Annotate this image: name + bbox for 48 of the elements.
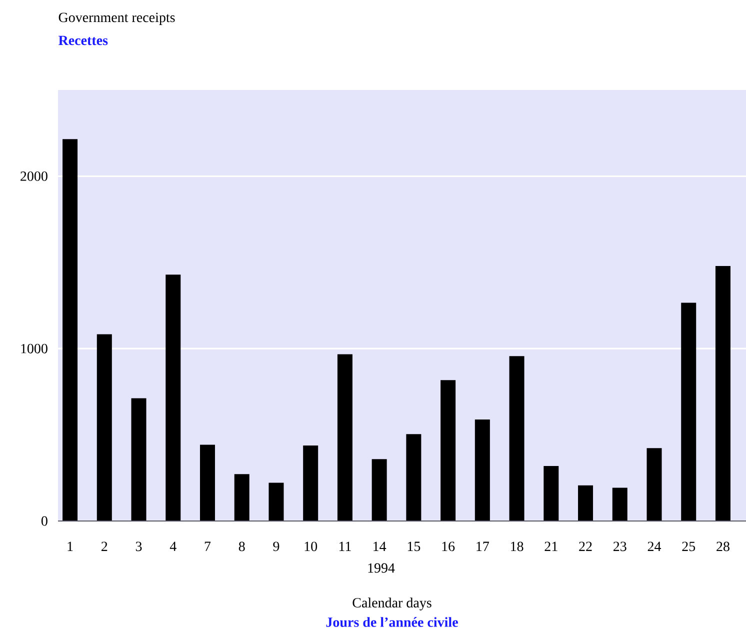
x-tick-label: 7 (204, 542, 211, 551)
bar (715, 266, 730, 521)
x-tick-label: 22 (579, 542, 592, 551)
bar (62, 139, 78, 521)
x-tick-label: 28 (716, 542, 730, 552)
text: Jours de l’année civile (326, 617, 458, 627)
text: Calendar days (352, 598, 432, 610)
bar (474, 419, 490, 521)
chart-subtitle: Recettes (58, 36, 108, 46)
x-tick-label: 16 (442, 542, 455, 552)
bar (303, 445, 318, 521)
bar (372, 459, 387, 521)
chart-title: Government receipts (58, 12, 175, 25)
bar (509, 356, 524, 521)
bar (681, 302, 696, 521)
bar (166, 274, 181, 521)
bar (612, 488, 628, 521)
x-tick-label: 24 (648, 542, 662, 551)
bar (200, 444, 215, 521)
x-tick-label: 23 (613, 542, 626, 552)
bar (131, 398, 146, 521)
x-tick-label: 2 (102, 542, 108, 551)
bar (646, 448, 662, 521)
bar (96, 334, 112, 521)
y-tick-label: 2000 (20, 171, 48, 181)
x-tick-label: 14 (374, 542, 386, 551)
x-tick-label: 17 (476, 542, 490, 551)
bar (578, 485, 594, 521)
bar (544, 466, 559, 521)
x-tick-label: 1 (68, 542, 73, 551)
bar (268, 482, 284, 521)
x-tick-label: 18 (511, 542, 524, 552)
bar (234, 474, 250, 521)
x-tick-label: 10 (304, 542, 318, 552)
bar (337, 354, 352, 521)
y-tick-label: 1000 (21, 344, 48, 354)
bar (440, 380, 456, 521)
x-tick-label: 4 (170, 542, 176, 551)
x-tick-label: 21 (544, 542, 558, 551)
bar (406, 434, 422, 521)
x-tick-label: 11 (339, 542, 351, 551)
x-tick-label: 9 (273, 542, 280, 552)
x-tick-label: 3 (136, 542, 142, 552)
text: 1994 (368, 563, 395, 573)
y-tick-label: 0 (41, 516, 48, 526)
x-tick-label: 15 (408, 542, 420, 552)
x-tick-label: 25 (682, 542, 696, 552)
x-tick-label: 8 (238, 542, 245, 552)
